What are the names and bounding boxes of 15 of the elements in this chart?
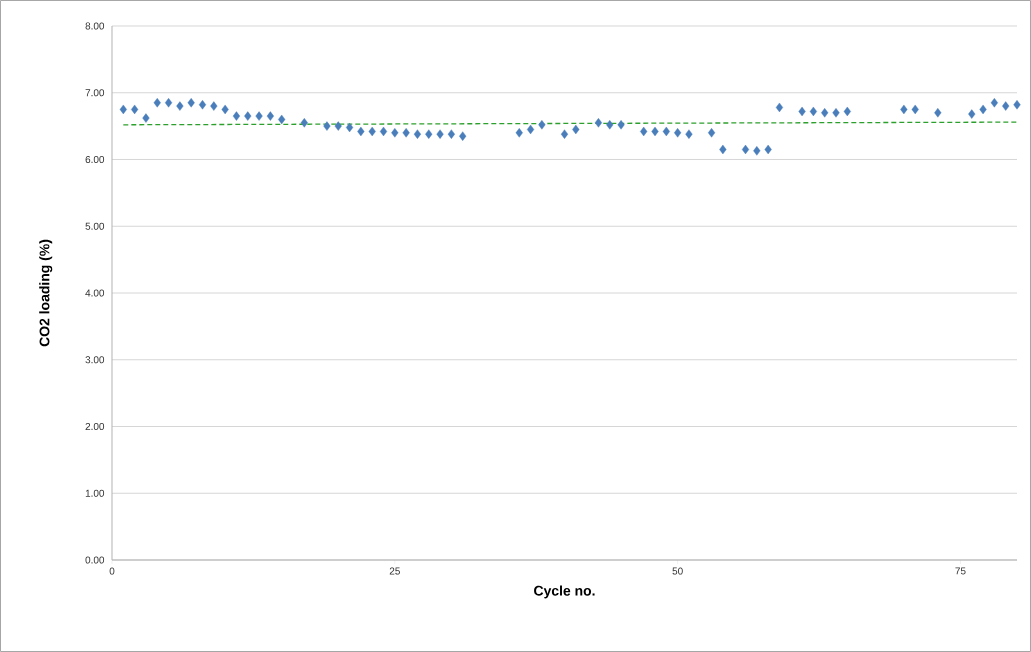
x-tick-label: 25: [389, 567, 400, 575]
y-tick-label: 6.00: [85, 155, 105, 164]
y-tick-label: 8.00: [85, 22, 105, 30]
y-axis-title: CO2 loading (%): [39, 239, 53, 347]
x-tick-label: 75: [955, 567, 966, 575]
x-tick-label: 50: [672, 567, 683, 575]
y-tick-label: 1.00: [85, 489, 105, 497]
x-axis-title: Cycle no.: [534, 585, 595, 599]
y-tick-label: 5.00: [85, 222, 105, 230]
x-tick-label: 0: [109, 567, 115, 575]
y-tick-label: 4.00: [85, 289, 105, 297]
y-tick-label: 0.00: [85, 556, 105, 564]
y-tick-label: 3.00: [85, 356, 105, 364]
y-tick-label: 7.00: [85, 89, 105, 97]
y-tick-label: 2.00: [85, 422, 105, 431]
